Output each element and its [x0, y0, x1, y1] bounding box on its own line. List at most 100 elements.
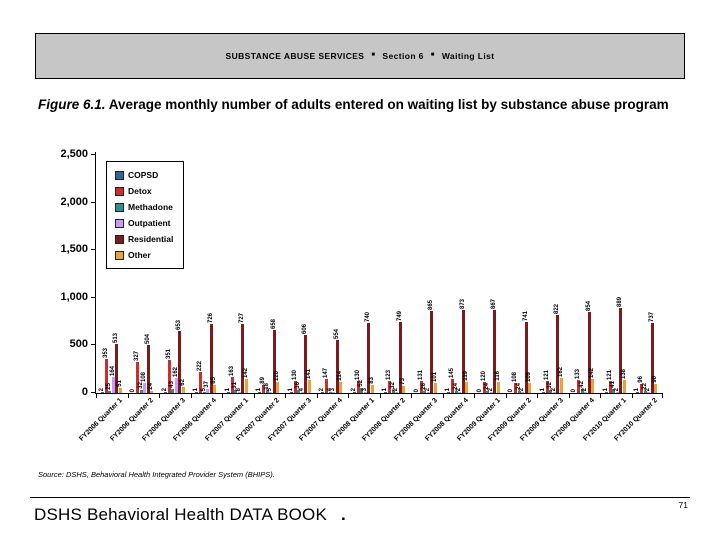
bar-outpatient	[174, 378, 178, 393]
bar-methadone	[549, 390, 553, 393]
bar-detox	[451, 379, 455, 393]
bar-value-label: 147	[323, 367, 330, 378]
bar-residential	[493, 310, 497, 393]
x-axis-label: FY2006 Quarter 4	[172, 397, 219, 443]
bar-residential	[619, 308, 623, 393]
x-axis-tick	[128, 394, 129, 398]
banner-section-label: SUBSTANCE ABUSE SERVICES	[225, 51, 365, 61]
bar-copsd	[321, 392, 325, 393]
y-axis-label: 1,000	[60, 291, 88, 303]
bar-residential	[178, 331, 182, 393]
banner-section-number: Section 6	[382, 51, 424, 61]
bar-value-label: 52	[358, 380, 365, 387]
bar-value-label: 130	[291, 369, 298, 380]
bar-outpatient	[458, 392, 462, 393]
legend-item: Residential	[115, 234, 173, 244]
bar-value-label: 130	[354, 369, 361, 380]
y-axis-tick	[91, 344, 96, 345]
figure-title-text: Average monthly number of adults entered…	[105, 97, 669, 112]
bar-value-label: 749	[396, 310, 403, 321]
bar-value-label: 327	[134, 350, 141, 361]
bar-other	[654, 384, 658, 393]
bar-value-label: 737	[648, 311, 655, 322]
bar-residential	[398, 322, 402, 393]
y-axis-tick	[91, 154, 96, 155]
bar-outpatient	[647, 392, 651, 393]
bar-other	[150, 391, 154, 393]
x-axis-tick	[600, 394, 601, 398]
bar-value-label: 740	[365, 311, 372, 322]
bar-detox	[419, 381, 423, 393]
bar-outpatient	[521, 392, 525, 393]
bar-value-label: 24	[148, 383, 155, 390]
bar-value-label: 222	[197, 360, 204, 371]
bar-outpatient	[584, 392, 588, 393]
x-axis-label: FY2007 Quarter 4	[298, 397, 345, 443]
bar-residential	[430, 311, 434, 393]
bar-residential	[650, 323, 654, 393]
bar-detox	[388, 381, 392, 393]
x-axis-tick	[96, 394, 97, 398]
bar-residential	[556, 315, 560, 393]
bar-outpatient	[300, 392, 304, 393]
bar-residential	[367, 323, 371, 393]
x-axis-label: FY2008 Quarter 4	[424, 397, 471, 443]
bar-value-label: 123	[386, 369, 393, 380]
bar-residential	[272, 330, 276, 393]
x-axis-label: FY2006 Quarter 2	[109, 397, 156, 443]
x-axis-tick	[632, 394, 633, 398]
bar-copsd	[163, 392, 167, 393]
bar-value-label: 163	[228, 365, 235, 376]
bar-residential	[524, 322, 528, 393]
bar-value-label: 513	[113, 332, 120, 343]
bar-value-label: 865	[428, 299, 435, 310]
bar-other	[118, 388, 122, 393]
x-axis-tick	[254, 394, 255, 398]
bar-value-label: 41	[610, 381, 617, 388]
bar-outpatient	[552, 392, 556, 393]
legend-item: Methadone	[115, 202, 173, 212]
bar-methadone	[234, 390, 238, 393]
legend-swatch-icon	[115, 186, 124, 196]
bar-other	[402, 386, 406, 393]
square-bullet-icon: ■	[430, 52, 435, 58]
bar-methadone	[517, 391, 521, 393]
bar-detox	[640, 384, 644, 393]
x-axis-tick	[348, 394, 349, 398]
bar-value-label: 138	[620, 368, 627, 379]
x-axis-label: FY2007 Quarter 2	[235, 397, 282, 443]
book-title-text: DSHS Behavioral Health DATA BOOK	[34, 505, 327, 524]
legend-item: COPSD	[115, 170, 173, 180]
bar-methadone	[297, 390, 301, 393]
bar-detox	[136, 362, 140, 393]
bar-outpatient	[489, 392, 493, 393]
bar-other	[244, 379, 248, 393]
bar-copsd	[258, 392, 262, 393]
bar-copsd	[289, 392, 293, 393]
bar-value-label: 90	[652, 376, 659, 383]
bar-other	[559, 378, 563, 393]
bar-outpatient	[111, 377, 115, 393]
bar-other	[433, 383, 437, 393]
legend-swatch-icon	[115, 170, 124, 180]
legend-label: Outpatient	[128, 218, 171, 228]
y-axis-label: 1,500	[60, 243, 88, 255]
bar-value-label: 119	[463, 371, 470, 381]
bar-outpatient	[206, 389, 210, 393]
bar-other	[370, 385, 374, 393]
book-title: DSHS Behavioral Health DATA BOOK.	[34, 505, 346, 525]
bar-value-label: 133	[575, 368, 582, 379]
bar-detox	[293, 381, 297, 393]
bar-value-label: 42	[578, 381, 585, 388]
legend-label: Detox	[128, 186, 152, 196]
y-axis-tick	[91, 297, 96, 298]
figure-title: Figure 6.1. Average monthly number of ad…	[38, 96, 690, 115]
bar-residential	[241, 324, 245, 393]
bar-detox	[514, 383, 518, 393]
bar-value-label: 142	[242, 367, 249, 378]
bar-outpatient	[363, 392, 367, 393]
legend-label: Methadone	[128, 202, 173, 212]
bar-other	[496, 382, 500, 393]
bar-detox	[356, 381, 360, 393]
bar-methadone	[171, 389, 175, 393]
